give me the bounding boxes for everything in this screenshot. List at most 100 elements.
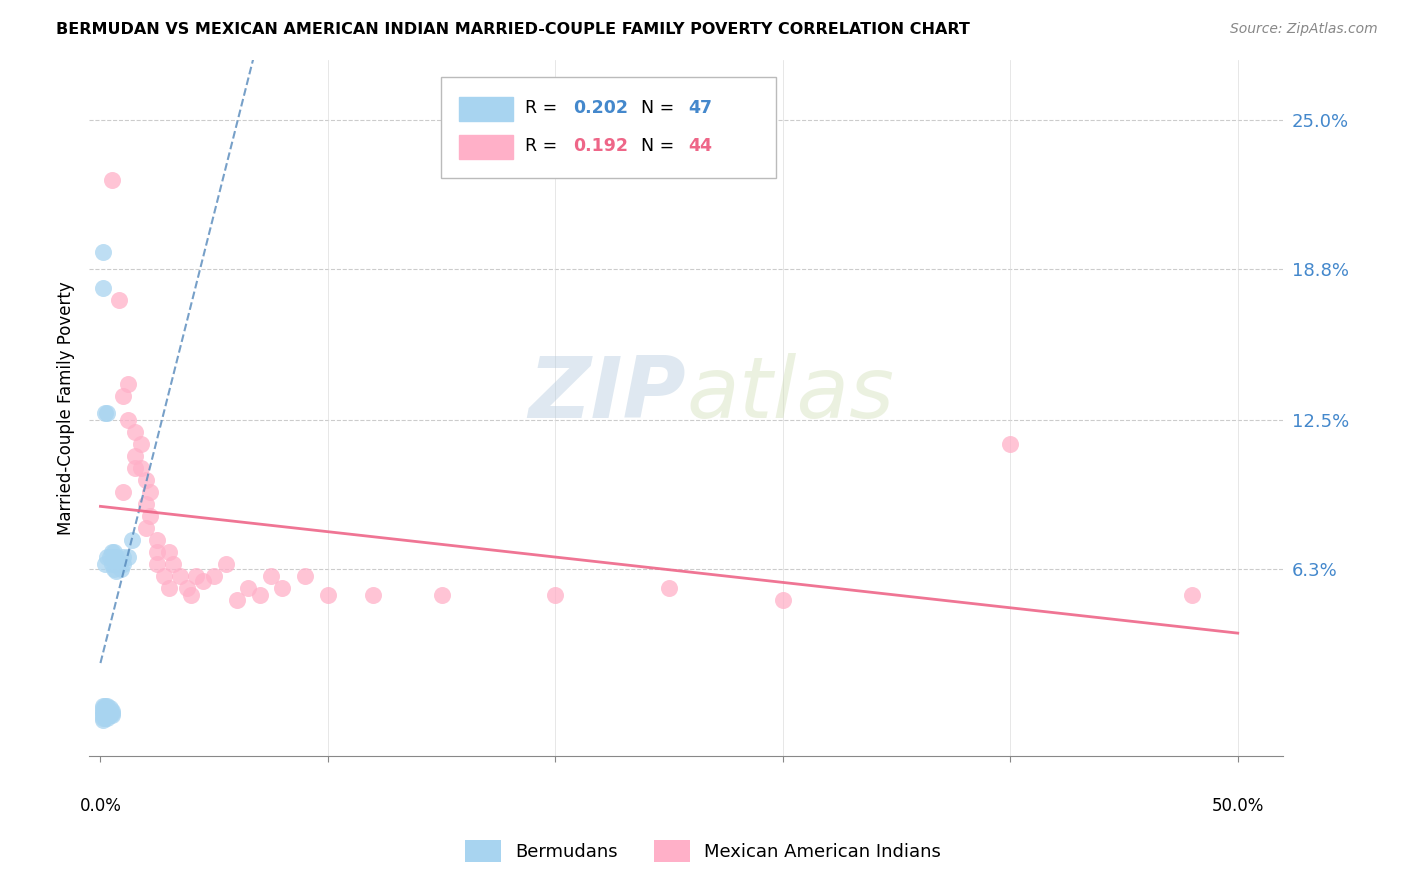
Point [94,711,117,725]
Point [101,172,124,186]
Point [131,461,153,475]
Point [94,557,117,571]
Point [110,562,132,576]
Point [94,698,117,713]
Point [94,704,117,718]
Point [91,713,114,727]
Legend: Bermudans, Mexican American Indians: Bermudans, Mexican American Indians [457,833,949,870]
Text: BERMUDAN VS MEXICAN AMERICAN INDIAN MARRIED-COUPLE FAMILY POVERTY CORRELATION CH: BERMUDAN VS MEXICAN AMERICAN INDIAN MARR… [56,22,970,37]
Point [105,557,128,571]
Text: 47: 47 [689,99,713,118]
Text: 0.202: 0.202 [572,99,627,118]
Point [91,244,114,259]
Point [139,509,162,524]
Y-axis label: Married-Couple Family Poverty: Married-Couple Family Poverty [58,281,75,535]
Point [96,406,118,420]
Text: Source: ZipAtlas.com: Source: ZipAtlas.com [1230,22,1378,37]
Point [226,593,249,607]
Point [1000,437,1022,451]
Point [363,588,385,602]
Text: R =: R = [524,137,562,155]
Point [98,701,121,715]
Point [135,497,157,511]
Text: ZIP: ZIP [529,352,686,435]
Point [98,708,121,723]
Point [91,708,114,723]
Point [260,569,283,583]
Text: atlas: atlas [686,352,894,435]
Point [135,473,157,487]
Point [131,437,153,451]
Point [124,461,146,475]
Point [94,708,117,723]
Text: 50.0%: 50.0% [1212,797,1264,815]
Point [112,389,135,403]
Point [96,706,118,720]
Point [658,581,681,595]
Point [94,701,117,715]
Point [91,706,114,720]
Point [103,549,125,564]
Point [117,413,139,427]
Text: N =: N = [641,137,679,155]
Point [135,521,157,535]
Text: 44: 44 [689,137,713,155]
Point [157,581,180,595]
Point [176,581,198,595]
Point [249,588,271,602]
Point [544,588,567,602]
Point [101,704,124,718]
Point [98,706,121,720]
Point [772,593,794,607]
Point [112,549,135,564]
Point [101,708,124,723]
Point [121,533,143,547]
Bar [460,135,513,159]
Point [101,545,124,559]
Point [105,549,128,564]
Point [103,562,125,576]
Point [1181,588,1204,602]
Point [124,449,146,463]
Text: R =: R = [524,99,562,118]
Point [117,376,139,391]
FancyBboxPatch shape [441,77,776,178]
Point [162,557,184,571]
Point [96,549,118,564]
Point [107,557,129,571]
Point [294,569,316,583]
Point [153,569,176,583]
Point [91,281,114,295]
Point [101,557,124,571]
Point [238,581,260,595]
Point [146,545,169,559]
Point [96,711,118,725]
Point [146,533,169,547]
Point [117,549,139,564]
Point [91,711,114,725]
Point [157,545,180,559]
Point [96,701,118,715]
Point [139,485,162,500]
Point [98,704,121,718]
Point [107,293,129,307]
Point [184,569,207,583]
Point [112,557,135,571]
Point [180,588,202,602]
Point [91,704,114,718]
Bar [460,97,513,121]
Point [202,569,225,583]
Point [214,557,236,571]
Point [96,708,118,723]
Point [316,588,339,602]
Point [91,701,114,715]
Point [430,588,453,602]
Text: 0.192: 0.192 [572,137,627,155]
Point [169,569,191,583]
Point [124,425,146,439]
Point [146,557,169,571]
Point [94,406,117,420]
Point [91,698,114,713]
Point [112,485,135,500]
Point [105,564,128,578]
